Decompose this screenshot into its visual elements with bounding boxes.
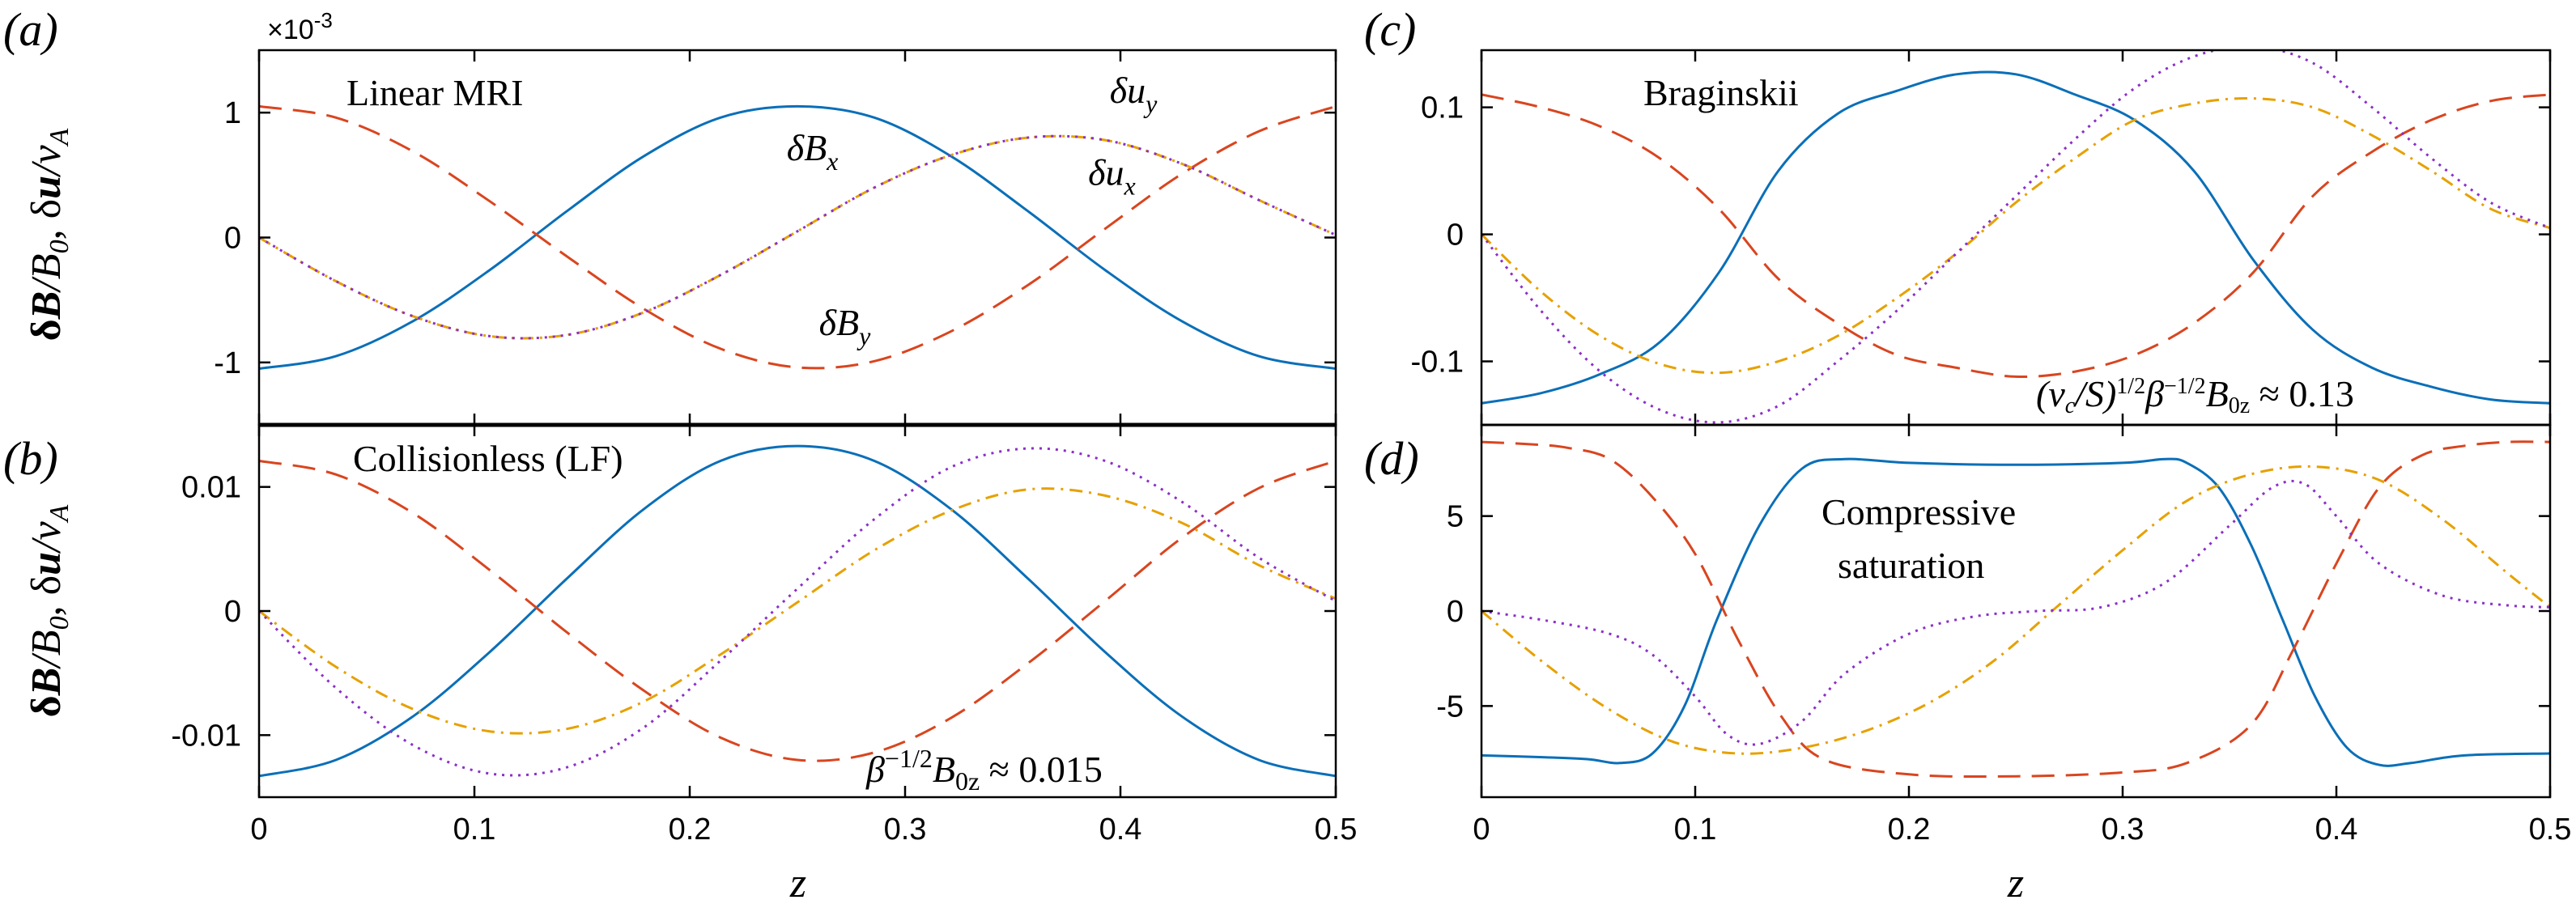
y-tick-label-c: -0.1 [1411, 346, 1464, 380]
svg-text:δB/B0, δu/vA: δB/B0, δu/vA [23, 504, 74, 717]
y-tick-label-b: -0.01 [171, 719, 241, 753]
panel-c: -0.1 0 0.1 [1411, 49, 2552, 427]
y-tick-label-b: 0 [224, 595, 241, 629]
series-line-duy-c [1481, 50, 2550, 424]
series-group-c [1481, 50, 2550, 424]
series-line-duy-a [259, 134, 1336, 340]
y-tick-label-d: 5 [1447, 500, 1464, 534]
x-tick-label-d: 0.2 [1888, 813, 1931, 847]
y-tick-label-a: -1 [214, 346, 241, 380]
series-group-a [259, 104, 1336, 371]
curve-label-x: δux [1088, 152, 1136, 201]
annotation-b: Collisionless (LF) [353, 438, 623, 479]
series-line-dBx-b [259, 444, 1336, 778]
y-tick-label-d: -5 [1436, 690, 1464, 724]
curve-label-y: δuy [1110, 70, 1158, 118]
x-tick-label-d: 0.1 [1674, 813, 1717, 847]
y-tick-label-c: 0 [1447, 219, 1464, 253]
annotation-d-line2: saturation [1838, 545, 1984, 586]
x-tick-label-d: 0.5 [2529, 813, 2572, 847]
curve-labels-a: δBx δuy δux δBy [787, 70, 1158, 350]
x-tick-label-d: 0.3 [2102, 813, 2145, 847]
plot-frame-d [1480, 423, 2552, 799]
curve-label-x: δBx [787, 127, 839, 176]
series-group-d [1481, 440, 2550, 779]
y-tick-label-b: 0.01 [181, 471, 241, 505]
annotation-a: Linear MRI [346, 72, 523, 113]
series-line-duy-d [1481, 479, 2550, 746]
series-line-dBx-c [1481, 70, 2550, 405]
series-line-dux-d [1481, 465, 2550, 755]
x-tick-label-b: 0.2 [669, 813, 712, 847]
x-tick-label-d: 0 [1473, 813, 1490, 847]
x-axis-title-right: z [2007, 860, 2024, 904]
series-line-dBx-d [1481, 457, 2550, 767]
panel-b: -0.01 0 0.01 0 0.1 0.2 0.3 0.4 0.5 [171, 423, 1358, 847]
series-line-dBy-d [1481, 440, 2550, 779]
series-group-b [259, 444, 1336, 778]
series-line-dBy-c [1481, 93, 2550, 379]
x-tick-label-b: 0.5 [1315, 813, 1358, 847]
y-tick-label-c: 0.1 [1421, 91, 1464, 125]
curve-label-y: δBy [819, 302, 871, 350]
y-axis-title-a: δB/B0, δu/vA [23, 128, 74, 341]
panel-label-a: (a) [3, 3, 58, 56]
panel-label-b: (b) [3, 432, 58, 485]
series-line-dux-b [259, 487, 1336, 735]
series-line-dBy-a [259, 104, 1336, 370]
series-line-dux-c [1481, 96, 2550, 375]
y-tick-label-a: 1 [224, 96, 241, 130]
x-tick-label-b: 0.4 [1099, 813, 1142, 847]
plot-frame-b [257, 423, 1337, 799]
annotation-c: Braginskii [1643, 72, 1799, 113]
x-tick-label-b: 0 [250, 813, 267, 847]
x-axis-title-left: z [789, 860, 806, 904]
series-line-dBx-a [259, 104, 1336, 371]
x-tick-label-b: 0.1 [453, 813, 496, 847]
multiplier-label-a: ×10-3 [267, 8, 333, 45]
series-line-dBy-b [259, 460, 1336, 762]
annotation-bottom-b: β−1/2B0z ≈ 0.015 [865, 744, 1103, 796]
panel-label-c: (c) [1364, 3, 1416, 56]
x-tick-label-b: 0.3 [884, 813, 927, 847]
panel-a: -1 0 1 [214, 49, 1337, 427]
annotation-d-line1: Compressive [1821, 491, 2016, 533]
y-axis-title-b: δB/B0, δu/vA [23, 504, 74, 717]
annotation-bottom-c: (νc/S)1/2β−1/2B0z ≈ 0.13 [2036, 373, 2354, 418]
svg-text:δB/B0, δu/vA: δB/B0, δu/vA [23, 128, 74, 341]
x-tick-label-d: 0.4 [2315, 813, 2358, 847]
panel-d: -5 0 5 0 0.1 0.2 0.3 0.4 0.5 [1436, 423, 2572, 847]
y-tick-label-d: 0 [1447, 595, 1464, 629]
plot-frame-c [1480, 49, 2552, 427]
y-tick-label-a: 0 [224, 222, 241, 256]
series-line-duy-b [259, 447, 1336, 777]
panel-label-d: (d) [1364, 432, 1419, 485]
